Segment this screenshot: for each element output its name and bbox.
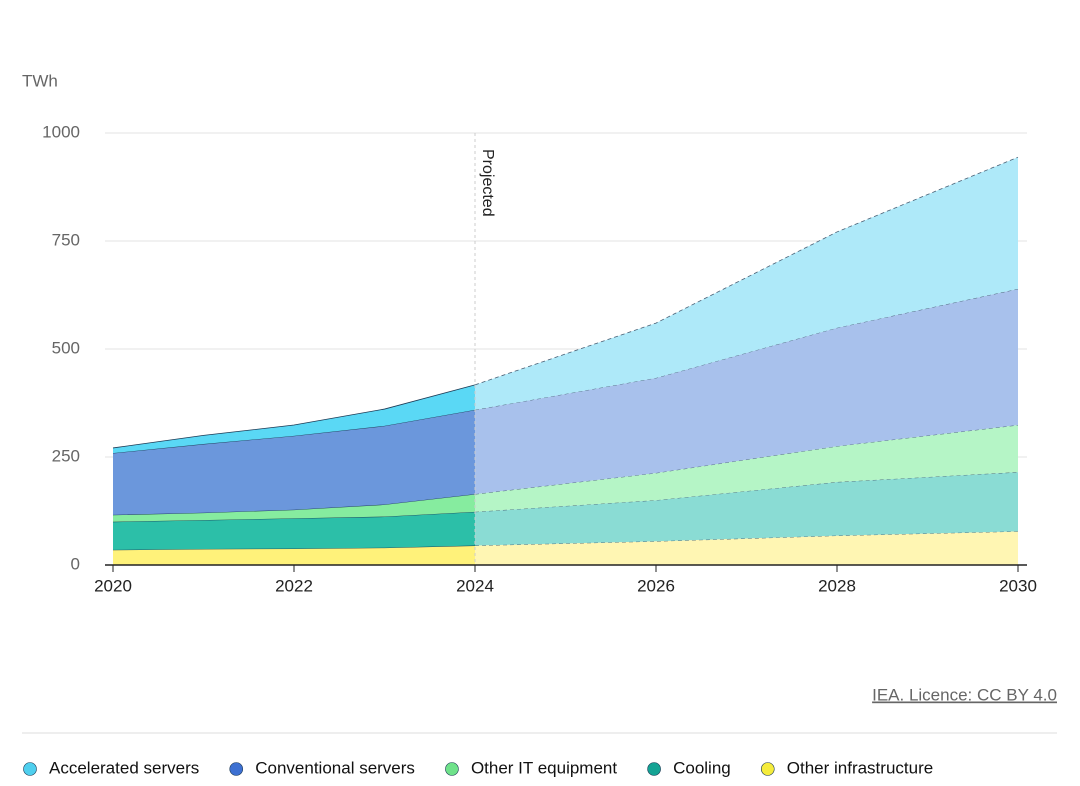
x-tick-label: 2020: [94, 576, 132, 595]
source: IEA. Licence: CC BY 4.0: [872, 685, 1057, 704]
legend-label: Other IT equipment: [471, 758, 617, 777]
annotation: Projected: [479, 149, 496, 217]
y-tick-label: 0: [71, 554, 80, 573]
area: [475, 472, 1018, 546]
y-tick-label: 250: [52, 446, 80, 465]
legend-swatch: [647, 762, 661, 776]
areas: Projected: [112, 133, 1019, 565]
x-tick-label: 2022: [275, 576, 313, 595]
area: [113, 384, 475, 454]
y-tick-label: 1000: [42, 122, 80, 141]
area: [113, 545, 475, 565]
axes: 0 250 500 750 1000 2020 2022 2024 2026 2028 2030: [42, 122, 1037, 595]
area-edge: [474, 156, 1019, 386]
legend-swatch: [229, 762, 244, 776]
area: [113, 511, 475, 550]
y-tick-label: 750: [52, 230, 80, 249]
x-tick-label: 2026: [637, 576, 675, 595]
area: [113, 494, 475, 522]
x-tick-label: 2024: [456, 576, 494, 595]
legend-label: Conventional servers: [255, 758, 415, 777]
area: [475, 425, 1018, 512]
legend-swatch: [445, 762, 459, 776]
x-tick-label: 2028: [818, 576, 856, 595]
legend-swatch: [760, 762, 775, 776]
legend-swatch: [23, 762, 37, 776]
legend-label: Other infrastructure: [787, 758, 933, 777]
legend: Accelerated servers Conventional servers O…: [23, 758, 933, 777]
y-axis-label: TWh: [22, 71, 58, 90]
x-tick-label: 2030: [999, 576, 1037, 595]
area: [475, 157, 1018, 410]
area: [475, 531, 1018, 565]
area: [113, 409, 475, 515]
legend-label: Cooling: [673, 758, 731, 777]
area-edge: [112, 384, 476, 449]
area: [475, 288, 1018, 495]
legend-label: Accelerated servers: [49, 758, 199, 777]
y-tick-label: 500: [52, 338, 80, 357]
